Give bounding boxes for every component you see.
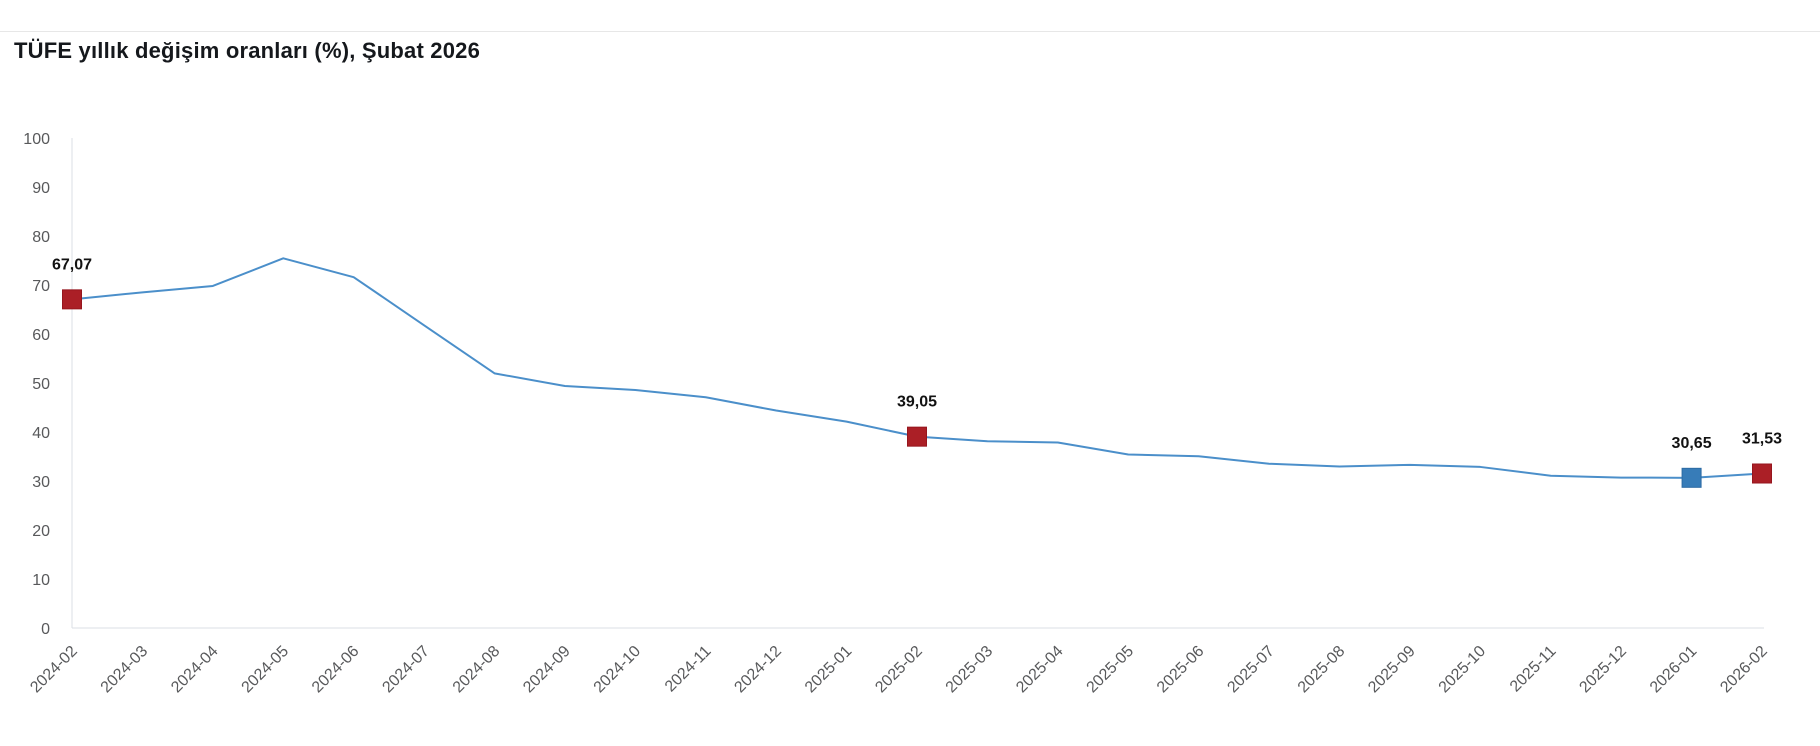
data-label-2026-02: 31,53 [1742, 431, 1782, 448]
y-axis-tick-label: 70 [32, 278, 50, 295]
x-axis-tick-label: 2024-12 [731, 643, 785, 697]
y-axis-tick-label: 20 [32, 523, 50, 540]
x-axis-tick-label: 2025-11 [1507, 643, 1560, 696]
x-axis-tick-label: 2025-03 [943, 643, 997, 697]
marker-2024-02[interactable] [62, 289, 82, 310]
x-axis-tick-label: 2024-07 [379, 643, 433, 697]
y-axis-tick-label: 90 [32, 180, 50, 197]
x-axis-tick-label: 2025-08 [1295, 643, 1349, 697]
data-label-2026-01: 30,65 [1672, 435, 1712, 452]
data-label-2025-02: 39,05 [897, 394, 937, 411]
x-axis-tick-label: 2024-06 [309, 643, 363, 697]
y-axis-tick-label: 10 [32, 572, 50, 589]
x-axis-tick-label: 2024-03 [98, 643, 152, 697]
x-axis-tick-label: 2025-06 [1154, 643, 1208, 697]
x-axis-tick-label: 2026-01 [1647, 643, 1701, 697]
x-axis-tick-label: 2024-10 [591, 643, 645, 697]
top-divider [0, 31, 1820, 32]
x-axis-tick-label: 2025-12 [1576, 643, 1630, 697]
x-axis-tick-label: 2025-07 [1224, 643, 1278, 697]
x-axis-tick-label: 2025-01 [802, 643, 856, 697]
y-axis-tick-label: 100 [23, 131, 50, 148]
x-axis-tick-label: 2024-09 [520, 643, 574, 697]
marker-2025-02[interactable] [907, 426, 927, 447]
x-axis-tick-label: 2024-08 [450, 643, 504, 697]
y-axis-tick-label: 40 [32, 425, 50, 442]
x-axis-tick-label: 2024-04 [168, 643, 222, 697]
x-axis-tick-label: 2025-05 [1084, 643, 1138, 697]
x-axis-tick-label: 2025-02 [872, 643, 926, 697]
x-axis-tick-label: 2024-11 [662, 643, 715, 696]
marker-2026-01[interactable] [1681, 467, 1702, 488]
marker-2026-02[interactable] [1752, 463, 1772, 484]
y-axis-tick-label: 60 [32, 327, 50, 344]
x-axis-tick-label: 2024-02 [27, 643, 81, 697]
x-axis-tick-label: 2025-04 [1013, 643, 1067, 697]
chart-title: TÜFE yıllık değişim oranları (%), Şubat … [14, 38, 481, 63]
x-axis-tick-label: 2025-10 [1436, 643, 1490, 697]
x-axis-tick-label: 2025-09 [1365, 643, 1419, 697]
x-axis-tick-label: 2026-02 [1717, 643, 1771, 697]
x-axis-tick-label: 2024-05 [239, 643, 293, 697]
data-label-2024-02: 67,07 [52, 256, 92, 273]
y-axis-tick-label: 30 [32, 474, 50, 491]
y-axis-tick-label: 50 [32, 376, 50, 393]
y-axis-tick-label: 0 [41, 621, 50, 638]
y-axis-tick-label: 80 [32, 229, 50, 246]
